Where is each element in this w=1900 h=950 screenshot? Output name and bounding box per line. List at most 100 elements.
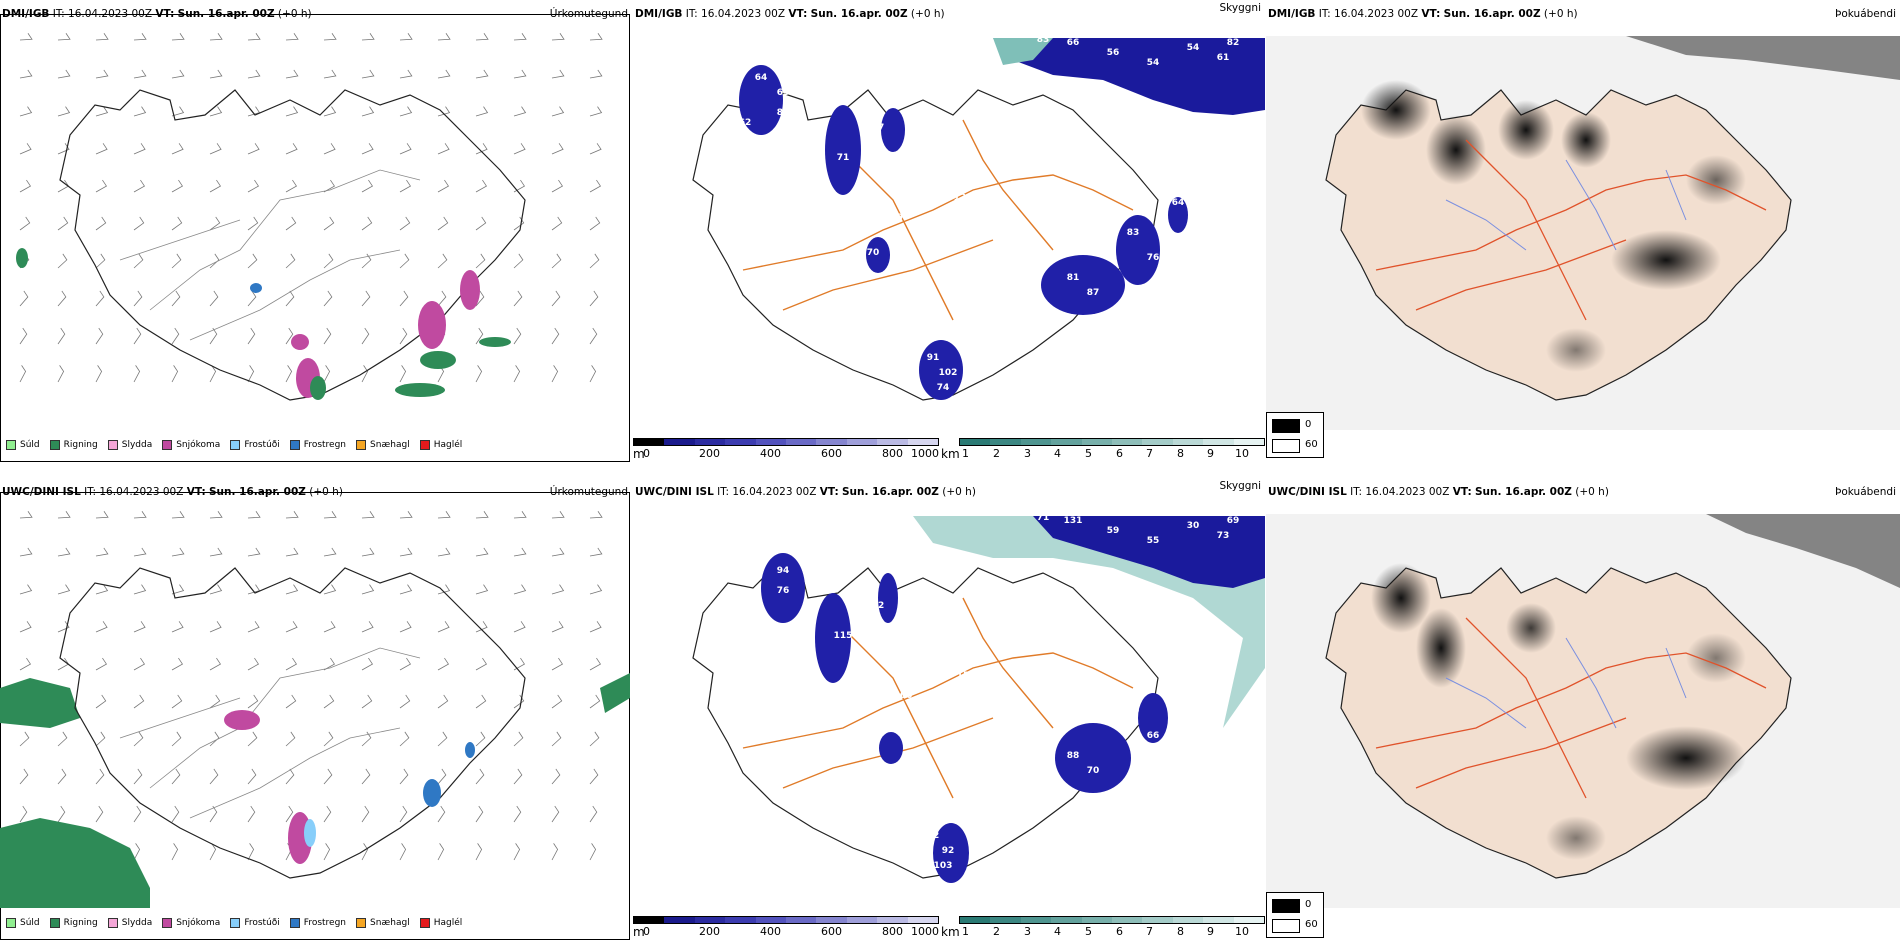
ceiling-value: 66 [1067, 38, 1080, 48]
wind-barb [323, 805, 332, 823]
wind-barb [133, 290, 143, 307]
fog-blob [1416, 608, 1466, 688]
wind-barb [589, 584, 603, 595]
wind-barb [361, 69, 375, 79]
rain-area [0, 818, 150, 908]
wind-barb [57, 584, 71, 595]
legend-item: Frostúði [230, 440, 280, 450]
roads [742, 119, 1134, 321]
ceiling-value: 73 [802, 178, 815, 188]
rain-area [16, 248, 28, 268]
wind-barb [171, 694, 183, 709]
wind-barb [171, 805, 180, 823]
ceiling-value: 65 [777, 88, 790, 98]
wind-barb [399, 547, 413, 557]
wind-barb [323, 657, 336, 671]
ceiling-value: 104 [814, 586, 833, 596]
sea-fog-area [1706, 514, 1900, 588]
ceiling-value: 71 [837, 153, 850, 163]
wind-barb [399, 768, 409, 785]
scale-step [907, 917, 939, 923]
wind-barb [19, 179, 32, 193]
wind-barb [361, 216, 373, 231]
wind-barb [133, 547, 147, 557]
wind-barb [285, 106, 299, 117]
wind-barb [19, 143, 32, 155]
wind-barb [551, 216, 563, 231]
ceiling-value: 115 [834, 631, 853, 641]
wind-barb [247, 327, 256, 345]
wind-barb [57, 253, 68, 269]
legend-item: Snæhagl [356, 440, 410, 450]
precip-legend: Súld Rigning Slydda Snjókoma Frostúði Fr… [6, 437, 462, 453]
ceiling-value: 43 [847, 681, 860, 691]
ceiling-value: 71 [1037, 513, 1050, 523]
ceiling-value: 59 [1107, 526, 1120, 536]
precip-areas [16, 248, 511, 400]
wind-barb [323, 584, 337, 595]
legend-swatch [230, 918, 241, 928]
ceiling-value: 92 [887, 641, 900, 651]
wind-barb [171, 290, 181, 307]
scale-step [1142, 917, 1173, 923]
wind-barb [171, 106, 185, 117]
wind-barb [209, 511, 223, 519]
rivers [1445, 637, 1687, 729]
wind-barb [57, 805, 66, 823]
wind-barb [551, 253, 562, 269]
wind-barb [19, 584, 33, 595]
wind-barb [399, 33, 413, 41]
legend-swatch [49, 918, 60, 928]
wind-barb [171, 657, 184, 671]
wind-barb [95, 69, 109, 79]
ceiling-value: 69 [1227, 516, 1240, 526]
ceiling-value: 80 [777, 108, 790, 118]
ceiling-value: 70 [867, 248, 880, 258]
wind-barb [551, 69, 565, 79]
scale-step [786, 439, 817, 445]
legend-item: Snjókoma [162, 440, 220, 450]
fog-legend-swatch-low [1272, 439, 1300, 453]
wind-barb [247, 805, 256, 823]
wind-barb [399, 843, 407, 861]
wind-barb [513, 179, 526, 193]
wind-barb [513, 805, 522, 823]
rivers [1445, 159, 1687, 251]
wind-barb [475, 511, 489, 519]
wind-barb [323, 621, 336, 633]
wind-barb [57, 511, 71, 519]
precip-legend: Súld Rigning Slydda Snjókoma Frostúði Fr… [6, 915, 462, 931]
wind-barb [247, 69, 261, 79]
ceiling-blob [739, 65, 783, 135]
wind-barb [209, 731, 220, 747]
scale-step [990, 439, 1021, 445]
wind-barb [589, 327, 598, 345]
low-ceiling-area [993, 38, 1265, 115]
wind-barb [323, 731, 334, 747]
ceiling-value: 82 [927, 831, 940, 841]
ceiling-value: 30 [1187, 521, 1200, 531]
ceiling-value: 62 [739, 118, 752, 128]
scale-step [846, 917, 878, 923]
precip-type-panel: UWC/DINI ISL IT: 16.04.2023 00Z VT: Sun.… [0, 478, 632, 948]
scale-step [694, 439, 726, 445]
wind-barb [133, 805, 142, 823]
scale-step [1203, 917, 1234, 923]
wind-barb [437, 33, 451, 41]
wind-barb [399, 179, 412, 193]
scale-step [634, 917, 665, 923]
legend-swatch [419, 918, 430, 928]
wind-barb [399, 327, 408, 345]
wind-barbs [19, 33, 603, 383]
ceiling-value: 103 [934, 861, 953, 871]
wind-barb [399, 290, 409, 307]
wind-barb [437, 768, 447, 785]
wind-barb [57, 621, 70, 633]
wind-barb [437, 290, 447, 307]
wind-barb [209, 216, 221, 231]
freezing-rain-area [423, 779, 441, 807]
wind-barb [19, 547, 33, 557]
wind-barb [361, 621, 374, 633]
wind-barb [247, 253, 258, 269]
